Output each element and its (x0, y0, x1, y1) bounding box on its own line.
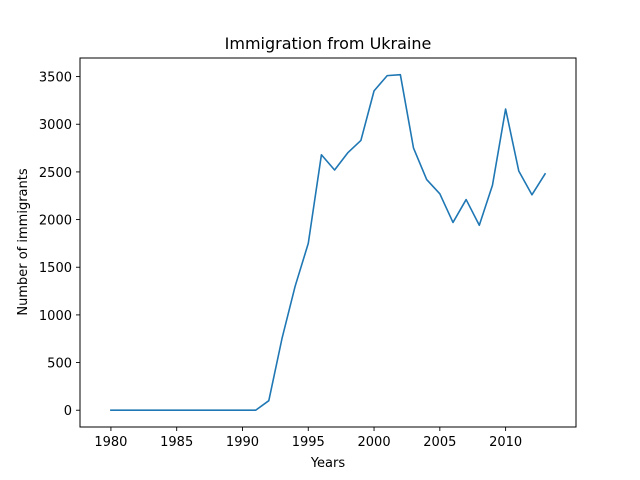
x-tick-label: 1990 (226, 435, 259, 450)
y-tick-label: 500 (47, 357, 72, 372)
y-tick-label: 0 (64, 404, 72, 419)
y-tick-label: 3500 (39, 71, 72, 86)
y-tick-label: 1000 (39, 309, 72, 324)
x-tick-label: 1995 (292, 435, 325, 450)
x-tick-label: 2010 (489, 435, 522, 450)
x-tick-label: 1985 (160, 435, 193, 450)
x-tick-label: 2005 (423, 435, 456, 450)
y-tick-label: 3000 (39, 118, 72, 133)
series-line (110, 73, 547, 412)
y-tick-label: 1500 (39, 261, 72, 276)
x-tick-label: 2000 (358, 435, 391, 450)
x-tick-label: 1980 (94, 435, 127, 450)
y-axis-title: Number of immigrants (16, 168, 31, 315)
plot-area (110, 73, 547, 412)
y-tick-label: 2000 (39, 214, 72, 229)
chart-title: Immigration from Ukraine (225, 34, 432, 53)
axes-frame (79, 57, 577, 428)
x-axis-title: Years (310, 456, 346, 471)
y-tick-label: 2500 (39, 166, 72, 181)
